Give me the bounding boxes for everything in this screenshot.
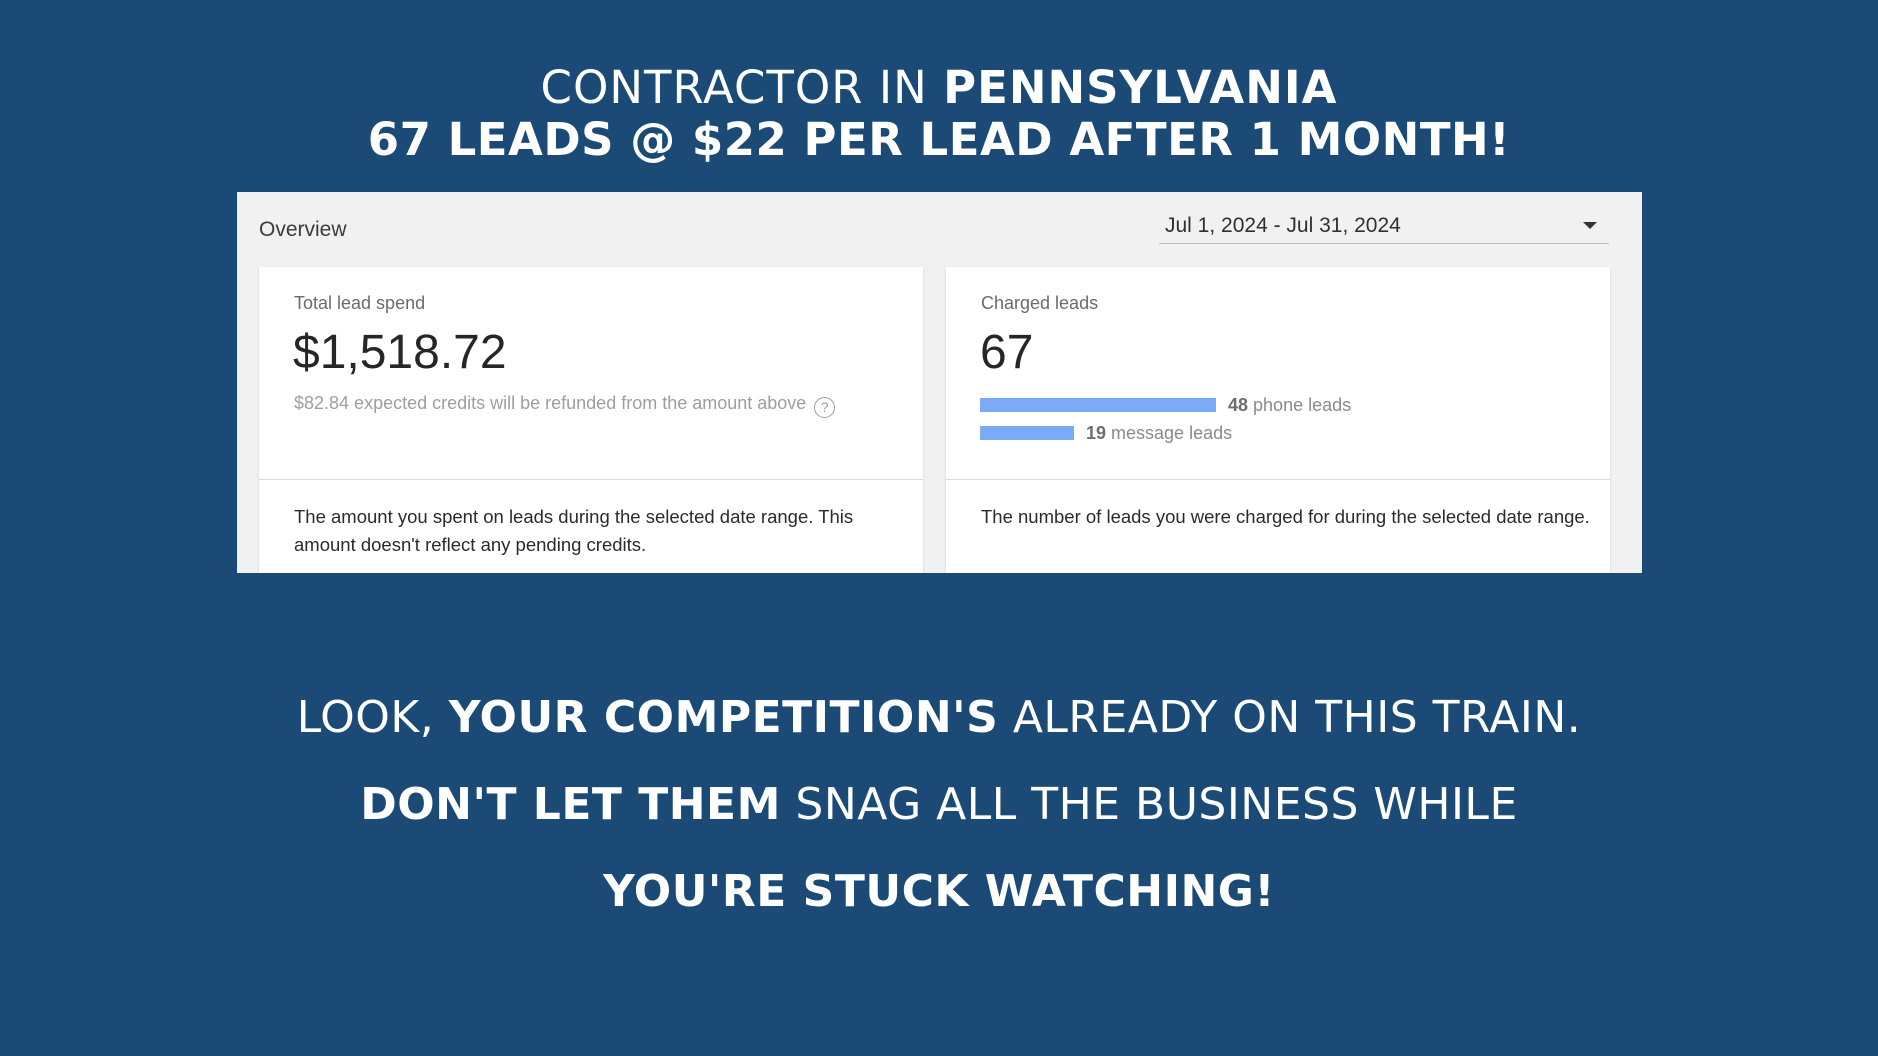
headline-prefix: Contractor in [540,61,944,114]
headline: Contractor in Pennsylvania 67 Leads @ $2… [0,62,1878,166]
card-description: The amount you spent on leads during the… [294,506,854,555]
message-leads-bar [980,426,1074,440]
help-circle-icon[interactable]: ? [814,397,836,418]
phone-leads-count: 48 [1228,394,1249,415]
tagline-line-3: you're stuck watching! [0,866,1878,917]
card-label: Total lead spend [294,293,426,313]
phone-leads-row: 48 phone leads [980,394,1351,416]
tagline-2a: Don't let them [360,779,781,830]
tagline-2b: snag all the business while [780,779,1518,830]
phone-leads-caption: 48 phone leads [1228,395,1351,416]
tagline-3a: you're stuck watching! [603,866,1275,917]
divider [259,479,923,480]
chevron-down-icon [1583,222,1597,229]
date-range-select[interactable]: Jul 1, 2024 - Jul 31, 2024 [1159,206,1609,244]
card-label: Charged leads [981,293,1099,313]
divider [946,479,1610,480]
refund-note: $82.84 expected credits will be refunded… [294,393,836,418]
charged-leads-value: 67 [980,326,1034,379]
tagline-1c: already on this train. [998,692,1582,743]
headline-state: Pennsylvania [943,61,1338,114]
overview-title: Overview [259,218,347,241]
headline-line-1: Contractor in Pennsylvania [0,62,1878,114]
charged-leads-card: Charged leads 67 48 phone leads 19 messa… [946,267,1610,573]
overview-panel: Overview Jul 1, 2024 - Jul 31, 2024 Tota… [237,192,1642,573]
overview-header: Overview Jul 1, 2024 - Jul 31, 2024 [237,192,1642,267]
headline-line-2: 67 Leads @ $22 per lead after 1 month! [367,113,1511,166]
phone-leads-label: phone leads [1248,394,1352,415]
message-leads-label: message leads [1106,422,1233,443]
message-leads-count: 19 [1086,422,1107,443]
refund-note-text: $82.84 expected credits will be refunded… [294,393,807,413]
tagline-1a: Look, [296,692,449,743]
tagline-line-1: Look, your competition's already on this… [0,692,1878,743]
date-range-value: Jul 1, 2024 - Jul 31, 2024 [1165,214,1401,237]
tagline-line-2: Don't let them snag all the business whi… [0,779,1878,830]
phone-leads-bar [980,398,1216,412]
tagline-1b: your competition's [448,692,999,743]
total-spend-value: $1,518.72 [293,326,507,379]
message-leads-caption: 19 message leads [1086,423,1232,444]
message-leads-row: 19 message leads [980,422,1232,444]
total-lead-spend-card: Total lead spend $1,518.72 $82.84 expect… [259,267,923,573]
card-description: The number of leads you were charged for… [981,506,1590,527]
